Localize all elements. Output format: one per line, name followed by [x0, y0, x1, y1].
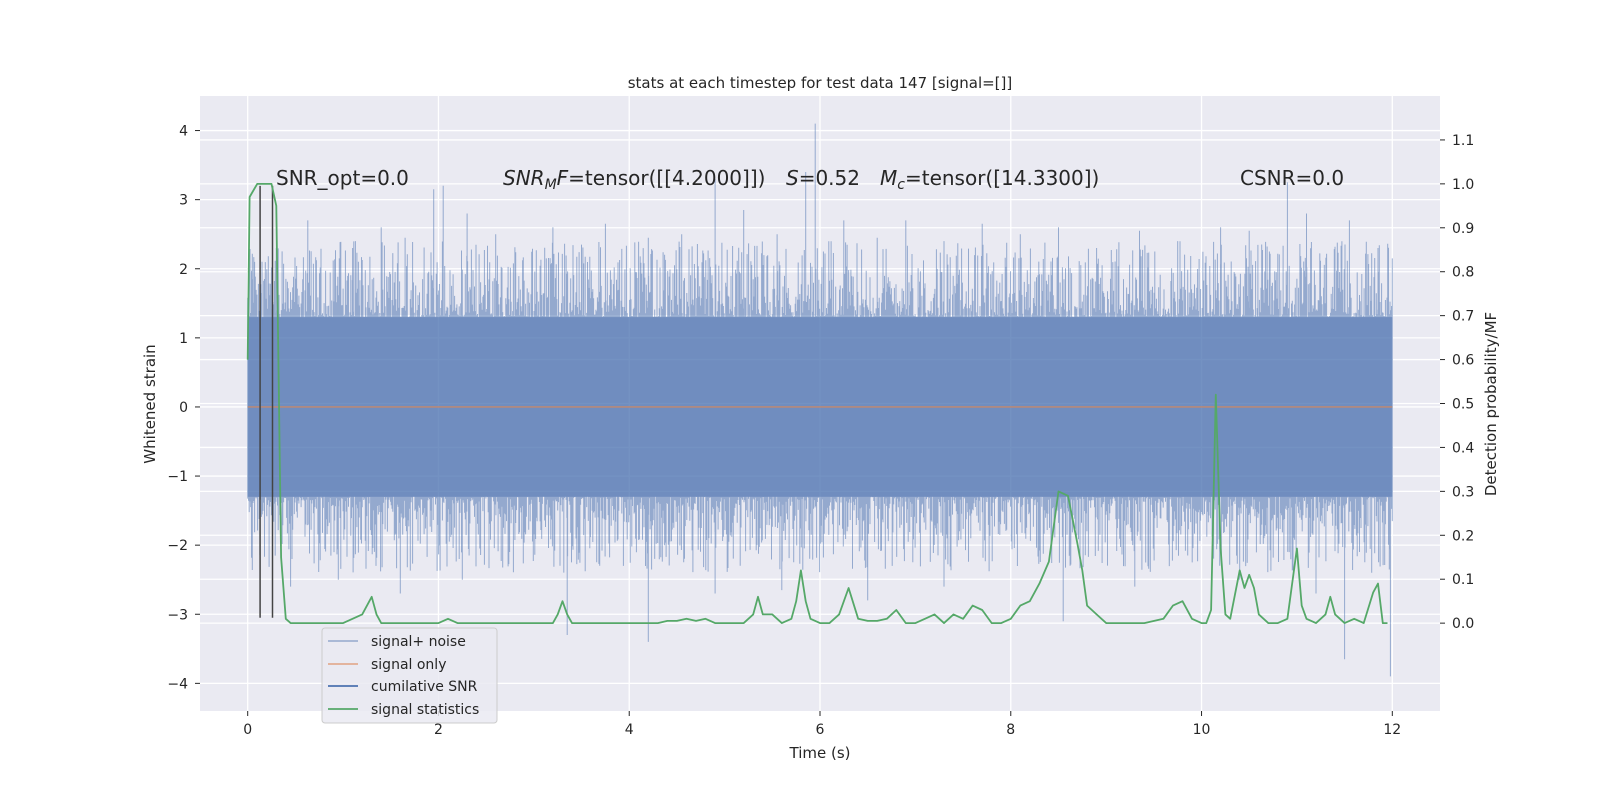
- annotation-snr-opt: SNR_opt=0.0: [276, 166, 409, 190]
- legend-label-signal-only: signal only: [371, 657, 446, 673]
- annotation-snr-mf-suffix: F: [557, 166, 569, 190]
- annotation-mc-value: =tensor([14.3300]): [905, 166, 1099, 190]
- annotation-snr-mf: SNRMF=tensor([[4.2000]]): [503, 166, 765, 193]
- x-axis-label: Time (s): [789, 744, 851, 762]
- y-right-tick-label: 0.6: [1452, 353, 1474, 369]
- x-tick-label: 4: [625, 722, 634, 738]
- legend-label-cumulative-snr: cumilative SNR: [371, 679, 478, 695]
- y-right-tick-label: 0.5: [1452, 397, 1474, 413]
- annotation-s-symbol: S: [786, 166, 799, 190]
- annotation-mc: Mc=tensor([14.3300]): [880, 166, 1099, 193]
- legend-entry-cumulative-snr: cumilative SNR: [328, 679, 478, 695]
- y-right-tick-label: 1.1: [1452, 133, 1474, 149]
- legend-entry-signal-only: signal only: [328, 657, 446, 673]
- annotation-mc-sub: c: [897, 177, 905, 193]
- legend-label-signal-statistics: signal statistics: [371, 702, 479, 718]
- y-tick-label: 4: [179, 124, 188, 140]
- y-right-tick-label: 0.2: [1452, 528, 1474, 544]
- y-tick-label: −1: [167, 469, 188, 485]
- annotation-mc-symbol: M: [880, 166, 897, 190]
- x-tick-label: 6: [816, 722, 825, 738]
- y-tick-label: 0: [179, 400, 188, 416]
- annotation-snr-mf-prefix: SNR: [503, 166, 545, 190]
- y-right-tick-label: 0.3: [1452, 484, 1474, 500]
- y-right-tick-label: 0.1: [1452, 572, 1474, 588]
- signal-statistics-series: [246, 183, 1388, 624]
- noise-spikes: [247, 123, 1393, 677]
- y-tick-label: −3: [167, 607, 188, 623]
- legend-entry-signal-statistics: signal statistics: [328, 702, 479, 718]
- y-right-tick-label: 0.4: [1452, 440, 1474, 456]
- y-tick-label: −4: [167, 676, 188, 692]
- left-axis-ticks: −4 −3 −2 −1 0 1 2 3 4: [167, 124, 200, 692]
- right-axis-ticks: 0.0 0.1 0.2 0.3 0.4 0.5 0.6 0.7 0.8 0.9 1.0 1.1: [1440, 133, 1474, 632]
- legend: signal+ noise signal only cumilative SNR…: [321, 627, 498, 724]
- y-right-tick-label: 0.9: [1452, 221, 1474, 237]
- annotations: SNR_opt=0.0 SNRMF=tensor([[4.2000]]) S=0…: [276, 166, 1344, 193]
- legend-label-signal-noise: signal+ noise: [371, 634, 466, 650]
- y-tick-label: −2: [167, 538, 188, 554]
- y-right-tick-label: 1.0: [1452, 177, 1474, 193]
- vertical-markers: [259, 185, 274, 618]
- legend-box: [321, 627, 498, 724]
- y-tick-label: 3: [179, 193, 188, 209]
- y-tick-label: 2: [179, 262, 188, 278]
- chart-title: stats at each timestep for test data 147…: [628, 74, 1013, 92]
- x-tick-label: 12: [1383, 722, 1401, 738]
- annotation-snr-mf-value: =tensor([[4.2000]]): [568, 166, 765, 190]
- y-right-tick-label: 0.8: [1452, 265, 1474, 281]
- y-right-tick-label: 0.0: [1452, 616, 1474, 632]
- annotation-s-value: =0.52: [799, 166, 860, 190]
- y-tick-label: 1: [179, 331, 188, 347]
- y-axis-right-label: Detection probability/MF: [1482, 312, 1500, 496]
- annotation-csnr: CSNR=0.0: [1240, 166, 1344, 190]
- annotation-snr-mf-sub: M: [545, 177, 557, 193]
- x-tick-label: 0: [243, 722, 252, 738]
- legend-entry-signal-noise: signal+ noise: [328, 634, 466, 650]
- x-tick-label: 8: [1006, 722, 1015, 738]
- x-tick-label: 10: [1193, 722, 1211, 738]
- signal-statistics-line: [246, 183, 1388, 624]
- y-axis-label: Whitened strain: [141, 344, 159, 463]
- annotation-s: S=0.52: [786, 166, 860, 190]
- x-tick-label: 2: [434, 722, 443, 738]
- y-right-tick-label: 0.7: [1452, 309, 1474, 325]
